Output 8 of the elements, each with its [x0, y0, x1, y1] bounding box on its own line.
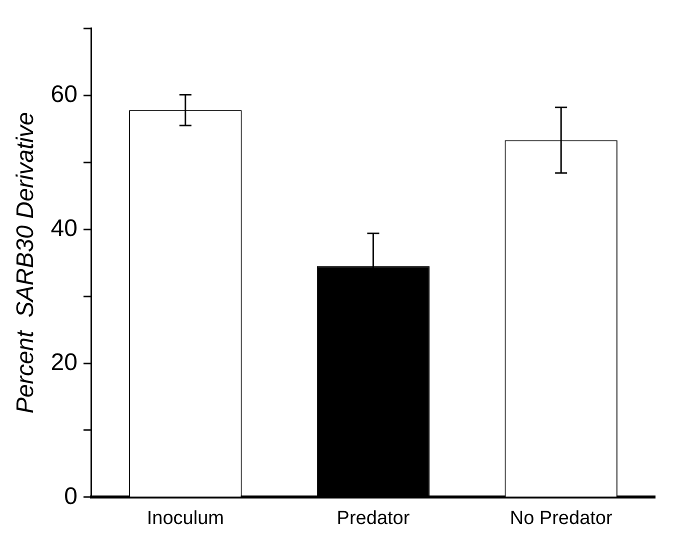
x-tick-label: No Predator: [510, 508, 613, 529]
y-tick-label: 60: [50, 80, 78, 108]
y-axis-title: Percent SARB30 Derivative: [12, 112, 40, 414]
x-tick-label: Inoculum: [146, 508, 224, 529]
x-tick-label: Predator: [336, 508, 410, 529]
y-tick-label: 0: [64, 482, 78, 510]
y-tick-label: 40: [50, 214, 78, 242]
y-tick-label: 20: [50, 348, 78, 376]
